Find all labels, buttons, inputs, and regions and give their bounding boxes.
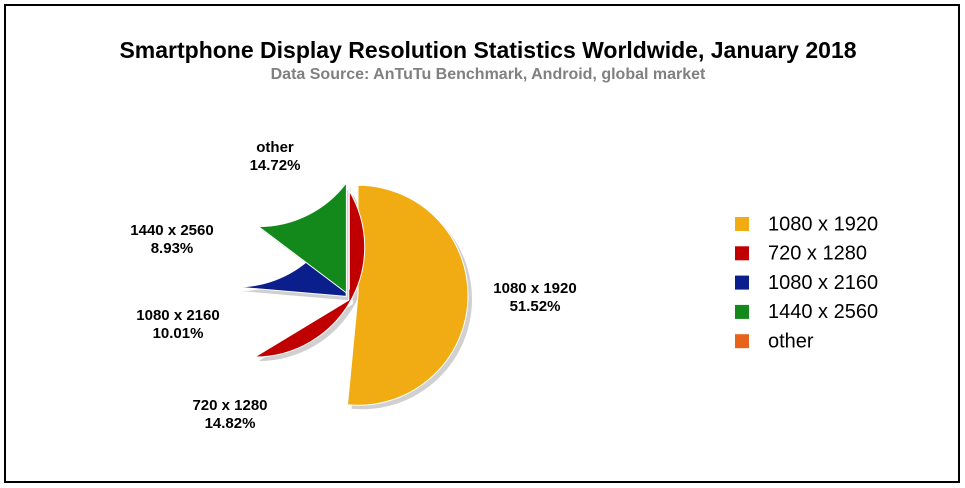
legend-label: 1440 x 2560 [768,301,878,323]
frame [4,4,960,483]
slice-label: 1440 x 2560 [130,222,213,239]
slice [252,188,366,358]
slice-value-label: 14.82% [205,415,256,432]
slice-value-label: 51.52% [510,298,561,315]
legend-swatch [735,217,749,231]
slice-label: 1080 x 1920 [493,280,576,297]
legend-label: other [768,330,814,352]
legend-swatch [735,246,749,261]
slice-label: 1080 x 2160 [136,307,219,324]
slice-value-label: 10.01% [153,325,204,342]
chart-subtitle: Data Source: AnTuTu Benchmark, Android, … [271,66,706,83]
legend-swatch [735,275,749,290]
slice-label: other [256,139,294,156]
legend-label: 1080 x 1920 [768,213,878,235]
legend-swatch [735,334,749,349]
slice [346,184,469,406]
slice-shadow [258,194,369,362]
slice [257,181,347,294]
legend-swatch [735,304,749,319]
slice-value-label: 14.72% [250,157,301,174]
slice-value-label: 8.93% [151,240,194,257]
slice-label: 720 x 1280 [192,397,267,414]
legend-label: 720 x 1280 [768,243,867,265]
legend-label: 1080 x 2160 [768,272,878,294]
chart-title: Smartphone Display Resolution Statistics… [119,37,856,63]
